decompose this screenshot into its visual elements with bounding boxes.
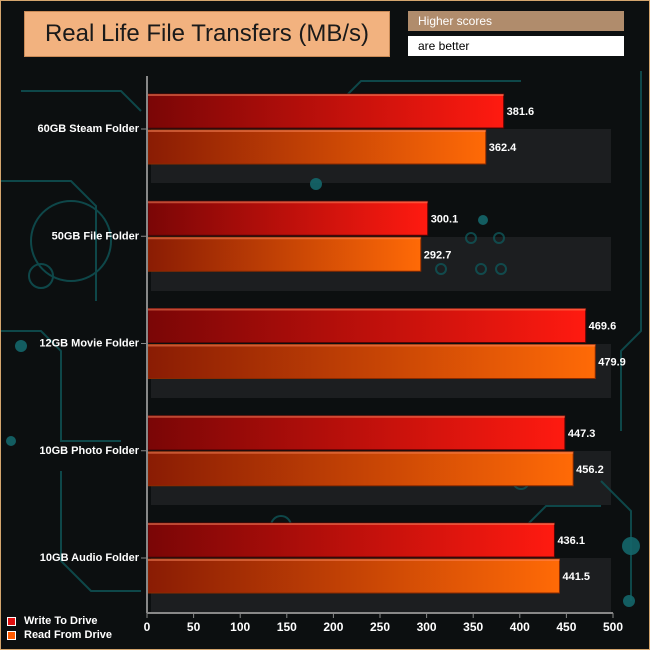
x-tick-label-10: 500 bbox=[603, 620, 623, 634]
bar-read-1 bbox=[147, 236, 422, 272]
bar-write-0 bbox=[147, 93, 505, 129]
x-tick-label-1: 50 bbox=[187, 620, 201, 634]
legend-label-read: Read From Drive bbox=[24, 629, 113, 641]
bar-read-4 bbox=[147, 558, 560, 594]
bar-write-4 bbox=[147, 522, 555, 558]
legend-item-read: Read From Drive bbox=[7, 628, 112, 642]
x-tick-label-2: 100 bbox=[230, 620, 250, 634]
legend-label-write: Write To Drive bbox=[24, 615, 98, 627]
x-tick-label-3: 150 bbox=[277, 620, 297, 634]
bar-highlight-0-1 bbox=[148, 201, 428, 204]
x-tick-label-7: 350 bbox=[463, 620, 483, 634]
bars-layer: 381.6 362.4 300.1 292.7 469.6 479.9 447.3 456.2… bbox=[147, 93, 626, 594]
value-label-read-2: 479.9 bbox=[598, 357, 626, 369]
x-tick-label-8: 400 bbox=[510, 620, 530, 634]
x-tick-label-5: 250 bbox=[370, 620, 390, 634]
legend: Write To Drive Read From Drive bbox=[7, 614, 112, 642]
bar-highlight-1-2 bbox=[148, 344, 596, 347]
value-label-read-4: 441.5 bbox=[562, 571, 590, 583]
value-label-write-1: 300.1 bbox=[431, 213, 459, 225]
bar-highlight-0-2 bbox=[148, 308, 586, 311]
note-are-better: are better bbox=[408, 36, 624, 56]
x-tick-label-6: 300 bbox=[417, 620, 437, 634]
x-tick-label-0: 0 bbox=[144, 620, 151, 634]
value-label-write-2: 469.6 bbox=[589, 321, 617, 333]
bar-highlight-1-1 bbox=[148, 237, 421, 240]
category-labels-layer: 60GB Steam Folder 50GB File Folder 12GB Mo… bbox=[38, 123, 147, 564]
x-ticks-layer: 0 50 100 150 200 250 300 350 400 450 500 bbox=[144, 613, 623, 634]
bar-write-2 bbox=[147, 308, 587, 343]
bar-read-2 bbox=[147, 344, 596, 379]
bar-write-1 bbox=[147, 200, 429, 236]
bar-highlight-1-4 bbox=[148, 559, 560, 561]
note-higher-scores: Higher scores bbox=[408, 11, 624, 31]
category-label-4: 10GB Audio Folder bbox=[40, 552, 140, 564]
value-label-write-0: 381.6 bbox=[507, 106, 535, 118]
value-label-read-1: 292.7 bbox=[424, 249, 452, 261]
x-tick-label-9: 450 bbox=[556, 620, 576, 634]
category-label-3: 10GB Photo Folder bbox=[39, 445, 139, 457]
bar-highlight-0-4 bbox=[148, 523, 555, 525]
bar-highlight-0-0 bbox=[148, 94, 504, 96]
category-label-1: 50GB File Folder bbox=[52, 230, 140, 242]
legend-swatch-write bbox=[7, 616, 16, 626]
bar-write-3 bbox=[147, 415, 566, 451]
value-label-write-4: 436.1 bbox=[557, 535, 585, 547]
value-label-read-0: 362.4 bbox=[489, 142, 517, 154]
bar-read-3 bbox=[147, 451, 574, 487]
category-label-2: 12GB Movie Folder bbox=[39, 338, 139, 350]
bar-read-0 bbox=[147, 129, 487, 165]
bar-highlight-1-3 bbox=[148, 451, 574, 454]
bar-highlight-0-3 bbox=[148, 415, 565, 418]
legend-swatch-read bbox=[7, 630, 16, 640]
bar-highlight-1-0 bbox=[148, 130, 486, 132]
chart-title: Real Life File Transfers (MB/s) bbox=[44, 20, 370, 47]
chart-title-box: Real Life File Transfers (MB/s) bbox=[24, 11, 390, 57]
value-label-write-3: 447.3 bbox=[568, 428, 596, 440]
x-tick-label-4: 200 bbox=[323, 620, 343, 634]
category-label-0: 60GB Steam Folder bbox=[38, 123, 140, 135]
value-label-read-3: 456.2 bbox=[576, 464, 604, 476]
legend-item-write: Write To Drive bbox=[7, 614, 112, 628]
